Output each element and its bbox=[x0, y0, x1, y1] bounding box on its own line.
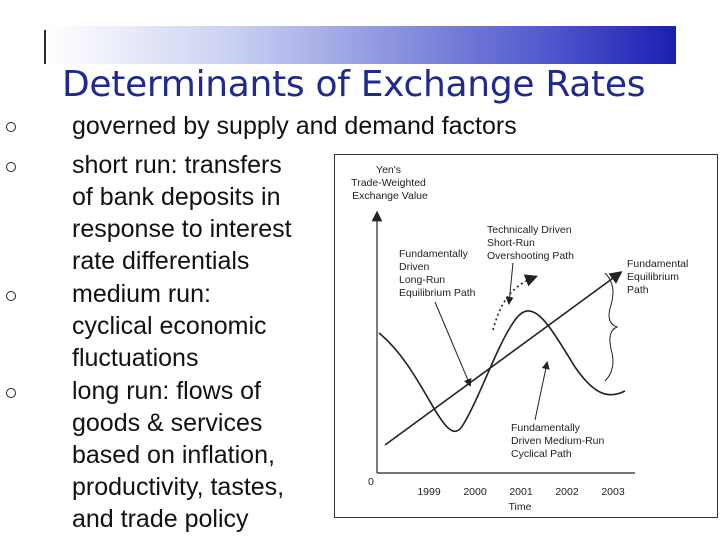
y-axis-label: Yen's Trade-Weighted Exchange Value bbox=[351, 164, 429, 202]
bullet-marker-icon bbox=[6, 291, 16, 301]
x-tick-label: 2000 bbox=[463, 486, 487, 498]
fundamental-equilibrium-brace bbox=[604, 272, 619, 382]
bullet-marker-icon bbox=[6, 162, 16, 172]
bullet-text: long run: flows of goods & services base… bbox=[72, 377, 285, 533]
slide-title: Determinants of Exchange Rates bbox=[62, 64, 646, 105]
bullet-text: governed by supply and demand factors bbox=[72, 112, 517, 140]
bullet-marker-icon bbox=[6, 388, 16, 398]
fundamental-equilibrium-label: Fundamental Equilibrium Path bbox=[627, 258, 691, 296]
long-run-label: Fundamentally Driven Long-Run Equilibriu… bbox=[399, 248, 476, 299]
exchange-rate-diagram: Yen's Trade-Weighted Exchange Value 0 19… bbox=[334, 154, 718, 518]
long-run-pointer bbox=[434, 301, 472, 387]
title-decoration-bar bbox=[48, 26, 676, 64]
origin-label: 0 bbox=[368, 476, 374, 488]
x-axis-label: Time bbox=[509, 501, 532, 513]
bullet-text: short run: transfers of bank deposits in… bbox=[72, 151, 292, 275]
diagram-svg: Yen's Trade-Weighted Exchange Value 0 19… bbox=[351, 164, 691, 513]
medium-run-pointer bbox=[534, 361, 550, 421]
medium-run-cyclical-path bbox=[378, 310, 626, 433]
x-tick-labels: 1999 2000 2001 2002 2003 bbox=[417, 486, 625, 498]
bullet-marker-icon bbox=[6, 122, 16, 132]
x-tick-label: 1999 bbox=[417, 486, 441, 498]
short-run-label: Technically Driven Short-Run Overshootin… bbox=[487, 224, 575, 262]
x-tick-label: 2003 bbox=[601, 486, 625, 498]
x-tick-label: 2001 bbox=[509, 486, 533, 498]
short-run-pointer bbox=[505, 262, 514, 305]
x-tick-label: 2002 bbox=[555, 486, 579, 498]
long-run-equilibrium-path bbox=[384, 271, 623, 446]
bullet-text: medium run: cyclical economic fluctuatio… bbox=[72, 280, 267, 372]
medium-run-label: Fundamentally Driven Medium-Run Cyclical… bbox=[511, 422, 607, 460]
title-decoration-tick bbox=[44, 30, 46, 64]
